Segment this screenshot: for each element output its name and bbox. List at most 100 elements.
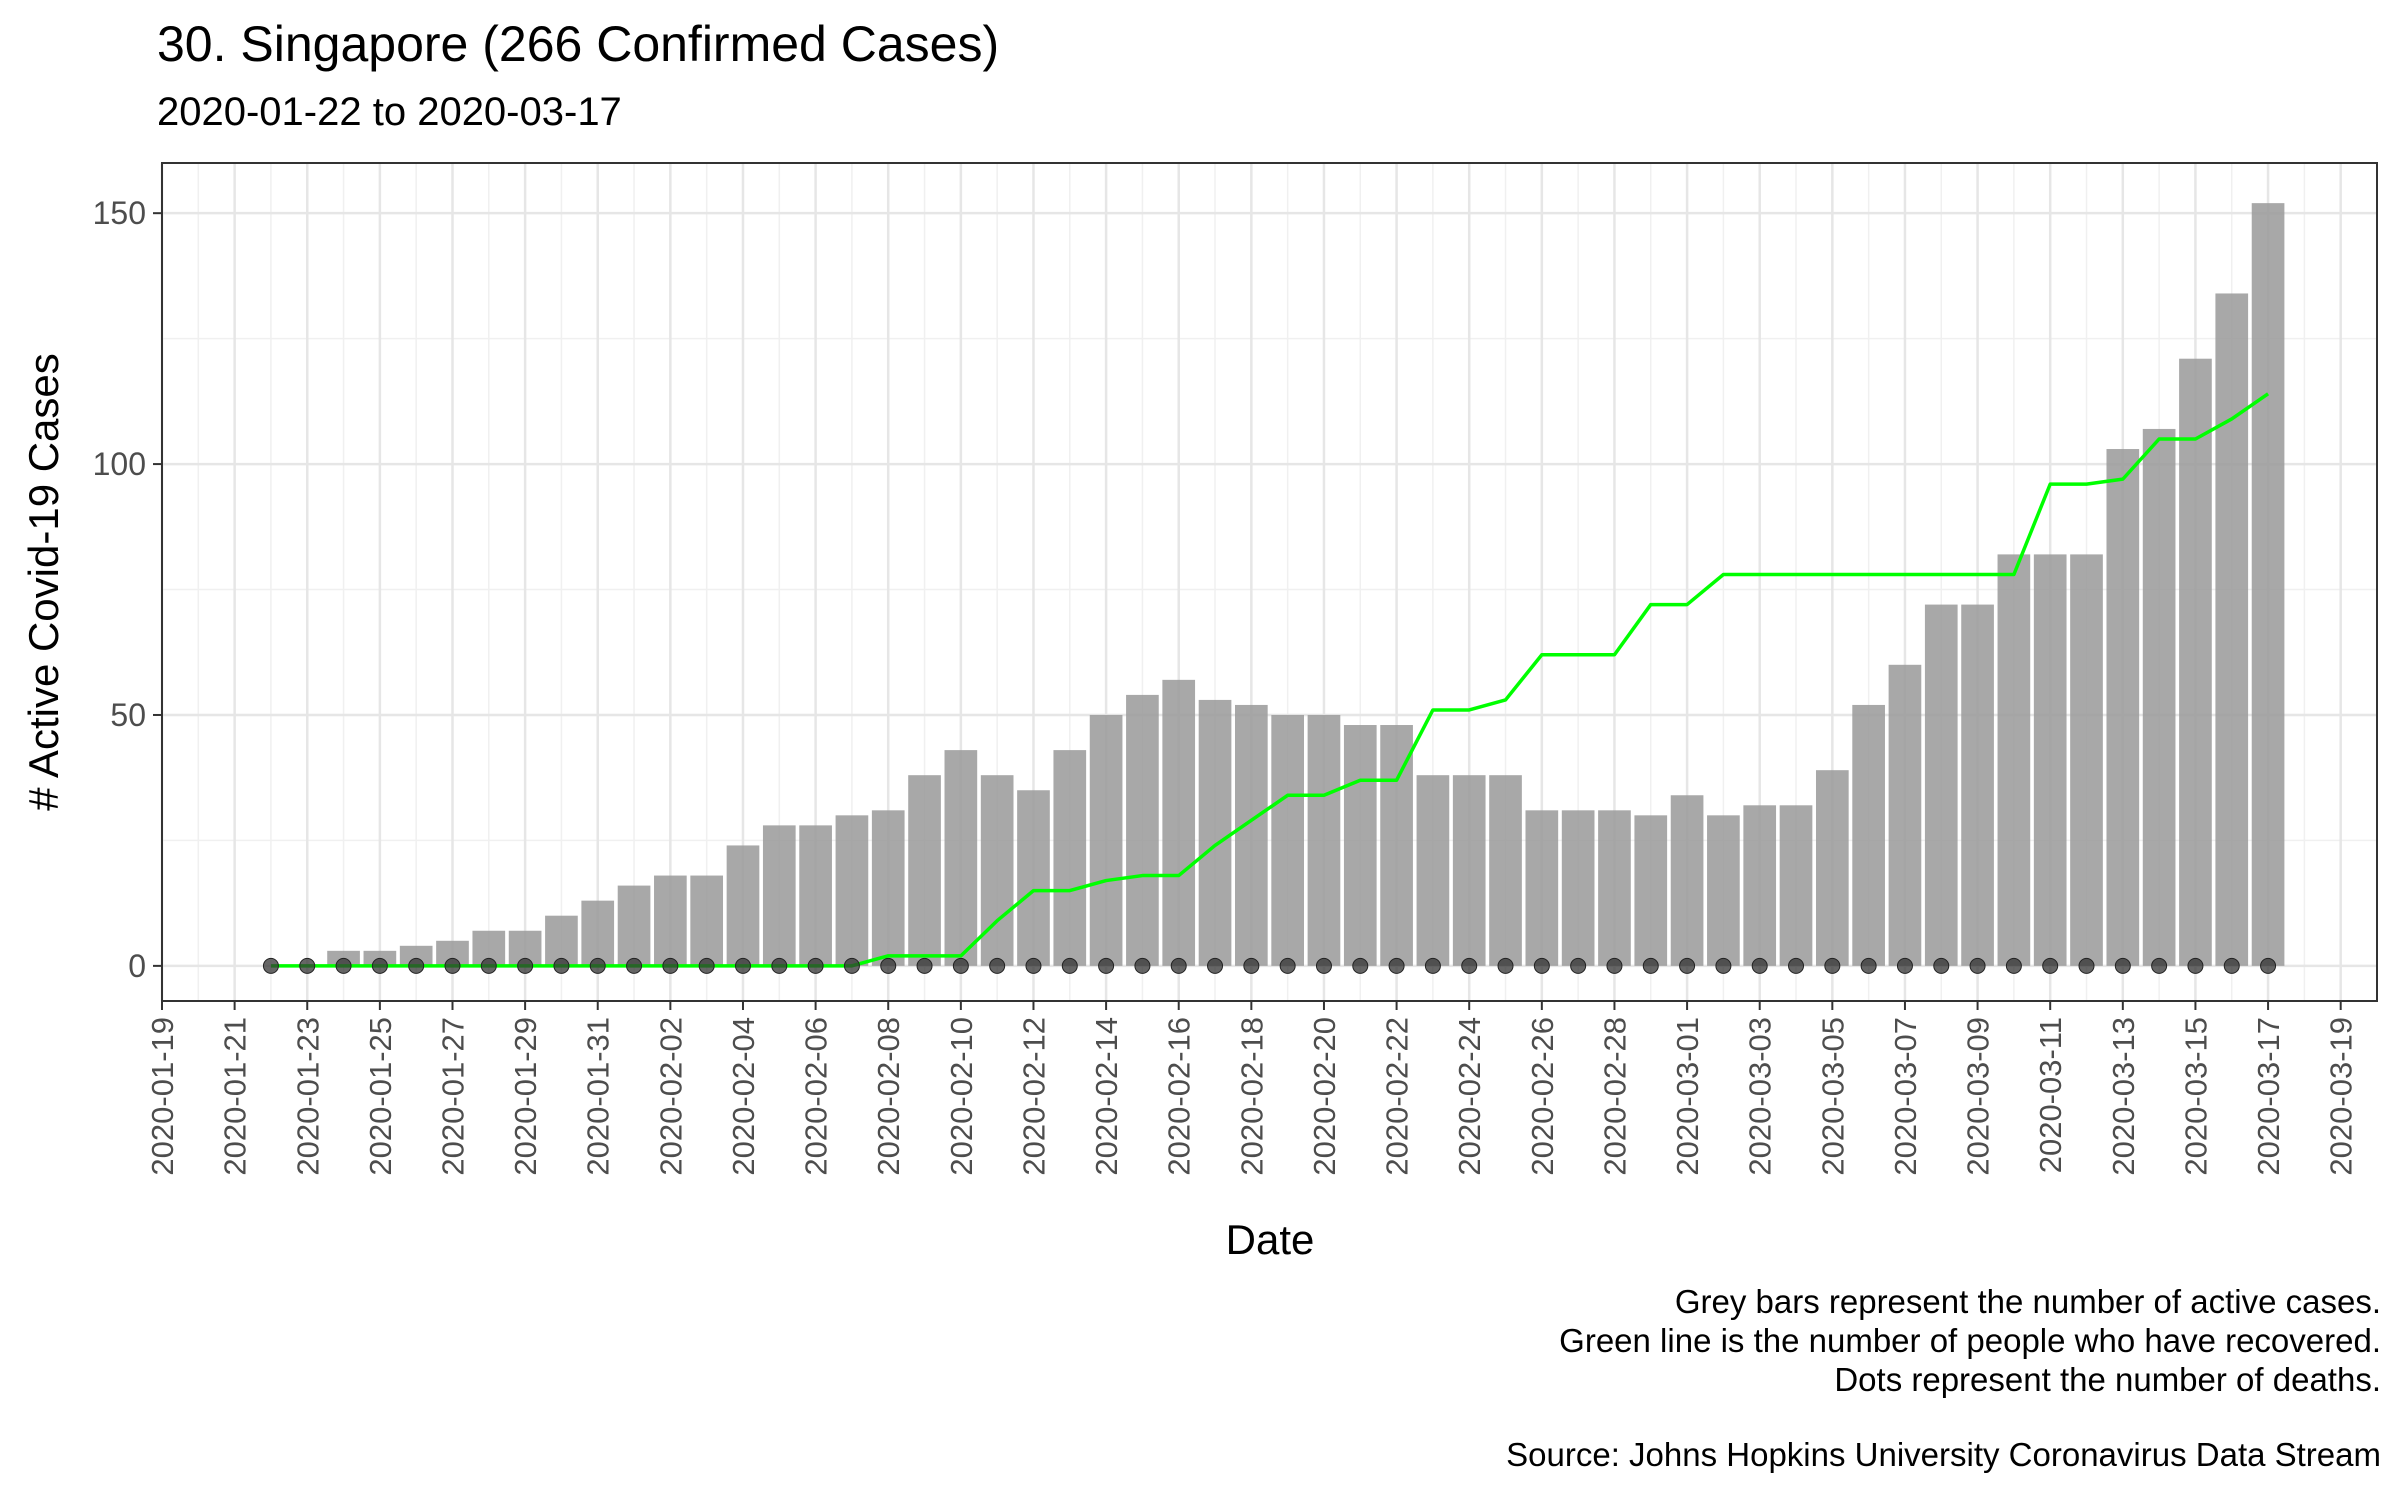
x-tick-label: 2020-02-12	[1016, 1017, 1051, 1176]
active-cases-bar	[1126, 694, 1159, 966]
death-dot	[1279, 957, 1296, 974]
death-dot	[1061, 957, 1078, 974]
death-dot	[1570, 957, 1587, 974]
active-cases-bar	[1307, 714, 1341, 966]
death-dot	[553, 957, 570, 974]
active-cases-bar	[2142, 428, 2176, 966]
active-cases-bar	[1743, 805, 1777, 966]
death-dot	[1497, 957, 1514, 974]
active-cases-bar	[1380, 725, 1413, 966]
y-axis-title: # Active Covid-19 Cases	[20, 353, 67, 811]
death-dot	[1461, 957, 1478, 974]
death-dot	[1751, 957, 1768, 974]
active-cases-bar	[1779, 805, 1813, 966]
death-dot	[662, 957, 679, 974]
y-tick-label: 100	[93, 446, 146, 482]
death-dot	[1824, 957, 1841, 974]
active-cases-bar	[2033, 554, 2067, 966]
death-dot	[1933, 957, 1950, 974]
caption-bars-note: Grey bars represent the number of active…	[1674, 1283, 2381, 1320]
x-tick-label: 2020-01-23	[290, 1017, 325, 1176]
death-dot	[299, 957, 316, 974]
active-cases-bar	[617, 885, 651, 966]
x-tick-label: 2020-03-15	[2178, 1017, 2213, 1176]
active-cases-bar	[1053, 750, 1087, 966]
x-tick-label: 2020-03-09	[1961, 1017, 1996, 1176]
x-tick-label: 2020-01-31	[581, 1017, 616, 1176]
x-tick-label: 2020-02-04	[726, 1017, 761, 1176]
x-tick-label: 2020-03-19	[2324, 1017, 2359, 1176]
active-cases-bar	[1271, 714, 1304, 966]
x-tick-label: 2020-01-25	[363, 1017, 398, 1176]
x-axis: 2020-01-19 2020-01-21 2020-01-23 2020-01-25…	[145, 1001, 2359, 1176]
death-dot	[517, 957, 534, 974]
death-dot	[2151, 957, 2168, 974]
active-cases-bar	[1634, 815, 1668, 966]
death-dot	[843, 957, 860, 974]
x-tick-label: 2020-02-02	[653, 1017, 688, 1176]
death-dot	[2005, 957, 2022, 974]
x-tick-label: 2020-01-29	[508, 1017, 543, 1176]
deaths-dots	[262, 957, 2277, 974]
active-cases-bar	[2215, 293, 2249, 966]
chart-title: 30. Singapore (266 Confirmed Cases)	[157, 16, 1000, 72]
x-tick-label: 2020-03-17	[2251, 1017, 2286, 1176]
death-dot	[880, 957, 897, 974]
death-dot	[1860, 957, 1877, 974]
x-tick-label: 2020-02-28	[1597, 1017, 1632, 1176]
active-cases-bar	[2106, 449, 2140, 966]
y-tick-label: 150	[93, 195, 146, 231]
active-cases-bar	[1343, 725, 1377, 966]
death-dot	[2187, 957, 2204, 974]
death-dot	[1715, 957, 1732, 974]
x-tick-label: 2020-02-24	[1452, 1017, 1487, 1176]
death-dot	[1679, 957, 1696, 974]
caption-dots-note: Dots represent the number of deaths.	[1834, 1361, 2381, 1398]
active-cases-bar	[1452, 775, 1486, 966]
caption-line-note: Green line is the number of people who h…	[1559, 1322, 2381, 1359]
active-cases-bar	[2070, 554, 2103, 966]
death-dot	[1969, 957, 1986, 974]
death-dot	[2260, 957, 2277, 974]
death-dot	[1170, 957, 1187, 974]
x-tick-label: 2020-02-22	[1380, 1017, 1415, 1176]
x-tick-label: 2020-03-13	[2106, 1017, 2141, 1176]
death-dot	[952, 957, 969, 974]
x-tick-label: 2020-02-10	[944, 1017, 979, 1176]
active-cases-bar	[1017, 790, 1050, 966]
x-tick-label: 2020-01-27	[435, 1017, 470, 1176]
active-cases-bar	[835, 815, 869, 966]
death-dot	[1207, 957, 1224, 974]
x-tick-label: 2020-01-21	[218, 1017, 253, 1176]
active-cases-bar	[1089, 714, 1123, 966]
death-dot	[480, 957, 497, 974]
death-dot	[1134, 957, 1151, 974]
death-dot	[989, 957, 1006, 974]
x-tick-label: 2020-03-05	[1815, 1017, 1850, 1176]
death-dot	[807, 957, 824, 974]
y-axis: 0 50 100 150	[93, 195, 162, 984]
x-tick-label: 2020-02-16	[1162, 1017, 1197, 1176]
active-cases-bar	[762, 825, 796, 966]
active-cases-bar	[1670, 795, 1704, 966]
active-cases-bar	[1525, 810, 1559, 966]
active-cases-bar	[1235, 704, 1268, 966]
active-cases-bar	[871, 810, 905, 966]
active-cases-bar	[1888, 664, 1922, 966]
death-dot	[1243, 957, 1260, 974]
death-dot	[1025, 957, 1042, 974]
active-cases-bar	[1162, 679, 1196, 966]
death-dot	[1896, 957, 1913, 974]
death-dot	[698, 957, 715, 974]
active-cases-bar	[799, 825, 832, 966]
death-dot	[626, 957, 643, 974]
active-cases-bar	[581, 900, 615, 966]
active-cases-bar	[726, 845, 760, 966]
death-dot	[1315, 957, 1332, 974]
death-dot	[444, 957, 461, 974]
active-cases-bar	[1416, 775, 1450, 966]
death-dot	[1788, 957, 1805, 974]
active-cases-bar	[690, 875, 724, 966]
active-cases-bar	[2179, 358, 2212, 966]
